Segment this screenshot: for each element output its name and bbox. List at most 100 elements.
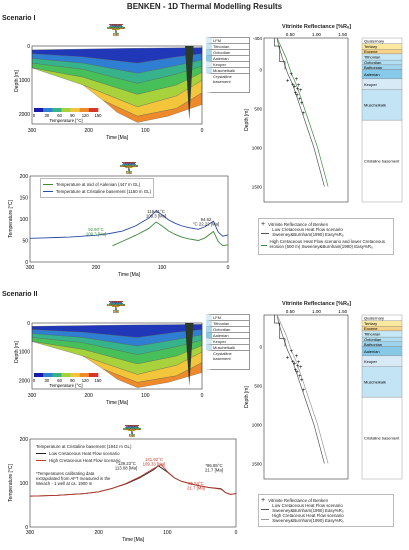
colorbar-swatch xyxy=(52,373,62,377)
scenario-2-layer-legend: LFM Tithonian Oxfordian Aalenian Keuper Musch… xyxy=(206,314,250,370)
data-point: + xyxy=(298,97,302,103)
strat-period: Triassic xyxy=(122,163,137,164)
layer-legend-item: Oxfordian xyxy=(206,326,250,332)
colorbar-tick: 30 xyxy=(44,378,49,383)
scenario-2-vitrinite-legend: + Vitrinite Reflectance of Benken Low Cre… xyxy=(258,494,394,527)
strat-unit-label: Keuper xyxy=(364,82,378,87)
strat-period: Paleogene xyxy=(107,305,126,306)
erosion-wedge xyxy=(185,46,194,121)
colorbar-tick: 150 xyxy=(95,113,103,118)
model-curve-high xyxy=(276,314,329,464)
data-point: + xyxy=(300,101,304,107)
data-annotation: 92.90°C 109.3 [Ma] xyxy=(86,227,106,237)
strat-period: Neo. xyxy=(112,29,121,30)
strat-period: Permian xyxy=(109,301,124,302)
plot-frame xyxy=(29,175,229,263)
y-tick-label: 0 xyxy=(25,525,28,531)
data-annotation: 119.31°C 109.3 [Ma] xyxy=(146,209,166,219)
colorbar-swatch xyxy=(79,108,90,112)
strat-unit-label: Bathonian xyxy=(364,342,382,347)
colorbar-tick: 60 xyxy=(57,113,62,118)
series-line xyxy=(29,210,229,239)
legend-label: High Cretaceous Heat Flow scenario xyxy=(49,458,121,463)
strat-unit-label: Tithonian xyxy=(364,55,380,60)
layer-legend-item: Crystalline basement xyxy=(206,350,250,370)
x-tick-label: 100 xyxy=(141,393,150,399)
y-tick-label: 500 xyxy=(254,106,262,111)
vitrinite-title: Vitrinite Reflectance [%Rₒ] xyxy=(282,301,352,307)
x-tick-label: 0.50 xyxy=(286,309,295,314)
y-tick-label: 1000 xyxy=(19,78,30,84)
x-axis-label: Time [Ma] xyxy=(122,537,145,543)
strat-bar: PermianTriassicJurassicCretaceousPaleoge… xyxy=(32,24,202,36)
strat-bar: PermianTriassicJurassicCretaceousPaleoge… xyxy=(30,162,230,174)
strat-epochs: LEMULMUL/CrU/CrPal.Eoc.Olig.Mio. xyxy=(32,307,202,313)
x-axis-label: Time [Ma] xyxy=(106,400,129,406)
x-tick-label: 100 xyxy=(163,530,172,536)
legend-label: Temperature at Cristaline basement (1150… xyxy=(56,189,152,194)
plot-frame xyxy=(31,45,203,125)
strat-period: Permian xyxy=(109,24,124,25)
layer-legend-item: LFM xyxy=(206,314,250,320)
colorbar-tick: 60 xyxy=(57,378,62,383)
legend-entry-high: High Cretaceous Heat Flow scenario Sween… xyxy=(261,514,391,524)
surface-step xyxy=(274,315,286,347)
layer-legend-item: LFM xyxy=(206,37,250,43)
y-tick-label: 50 xyxy=(22,239,28,245)
data-point: + xyxy=(299,365,303,371)
y-axis-label: Depth [m] xyxy=(14,341,20,363)
y-axis-label: Depth [m] xyxy=(244,386,250,408)
x-tick-label: 1.00 xyxy=(312,32,321,37)
data-point: + xyxy=(294,368,298,374)
plot-frame xyxy=(29,438,237,528)
model-curve-low xyxy=(276,37,325,187)
data-annotation: *139.23°C 113.08 [Ma] xyxy=(115,461,137,471)
colorbar-tick: 120 xyxy=(82,378,90,383)
x-tick-label: 100 xyxy=(158,265,167,271)
strat-bar: PermianTriassicJurassicCretaceousPaleoge… xyxy=(32,301,202,313)
plot-frame xyxy=(263,37,349,203)
data-point: + xyxy=(293,362,297,368)
legend-label: High Cretaceous Heat Flow scenario Sween… xyxy=(272,513,344,523)
legend-title: Temperature at Cristaline basement (1942… xyxy=(36,444,132,449)
data-point: + xyxy=(295,370,299,376)
x-tick-label: 300 xyxy=(28,393,37,399)
data-point: + xyxy=(286,355,290,361)
data-annotation: 94.62 °C 22.22 [Ma] xyxy=(193,217,219,227)
strat-period: Cretaceous xyxy=(106,304,127,305)
colorbar-swatch xyxy=(43,108,53,112)
strat-unit-label: Eocene xyxy=(364,326,378,331)
plot-frame xyxy=(31,322,203,390)
temperature-legend: Temperature at mid of Aalenian (447 m GL… xyxy=(40,178,155,198)
layer-legend-item: Aalenian xyxy=(206,55,250,61)
strat-period: Paleogene xyxy=(107,28,126,29)
x-tick-label: 300 xyxy=(28,128,37,134)
strat-unit-label: Quaternary xyxy=(364,315,384,320)
y-tick-label: 0 xyxy=(27,44,30,50)
layer-legend-item: Keuper xyxy=(206,338,250,344)
strat-epochs: LEMULMUL/CrU/CrPal.Eoc.Olig.Mio. xyxy=(32,30,202,36)
layer-legend-item: Aalenian xyxy=(206,332,250,338)
series-line xyxy=(29,463,237,497)
scenario-2-title: Scenario II xyxy=(2,291,38,298)
legend-entry-low: Low Cretaceous Heat Flow scenario Sweene… xyxy=(261,504,391,514)
strat-unit-label: Tithonian xyxy=(364,332,380,337)
y-tick-label: 0 xyxy=(25,260,28,266)
y-axis-label: Temperature [°C] xyxy=(8,463,14,501)
colorbar-swatch xyxy=(52,108,62,112)
x-tick-label: 0 xyxy=(235,530,238,536)
data-point: + xyxy=(295,93,299,99)
colorbar-tick: 0 xyxy=(33,378,36,383)
data-point: + xyxy=(296,87,300,93)
x-tick-label: 0 xyxy=(227,265,230,271)
data-point: + xyxy=(299,88,303,94)
colorbar-swatch xyxy=(43,373,53,377)
x-tick-label: 200 xyxy=(94,530,103,536)
layer-legend-item: Tithonian xyxy=(206,43,250,49)
scenario-2-burial-chart: PermianTriassicJurassicCretaceousPaleoge… xyxy=(14,301,214,419)
x-tick-label: 200 xyxy=(84,393,93,399)
legend-label: Low Cretaceous Heat Flow scenario Sweene… xyxy=(272,503,344,513)
